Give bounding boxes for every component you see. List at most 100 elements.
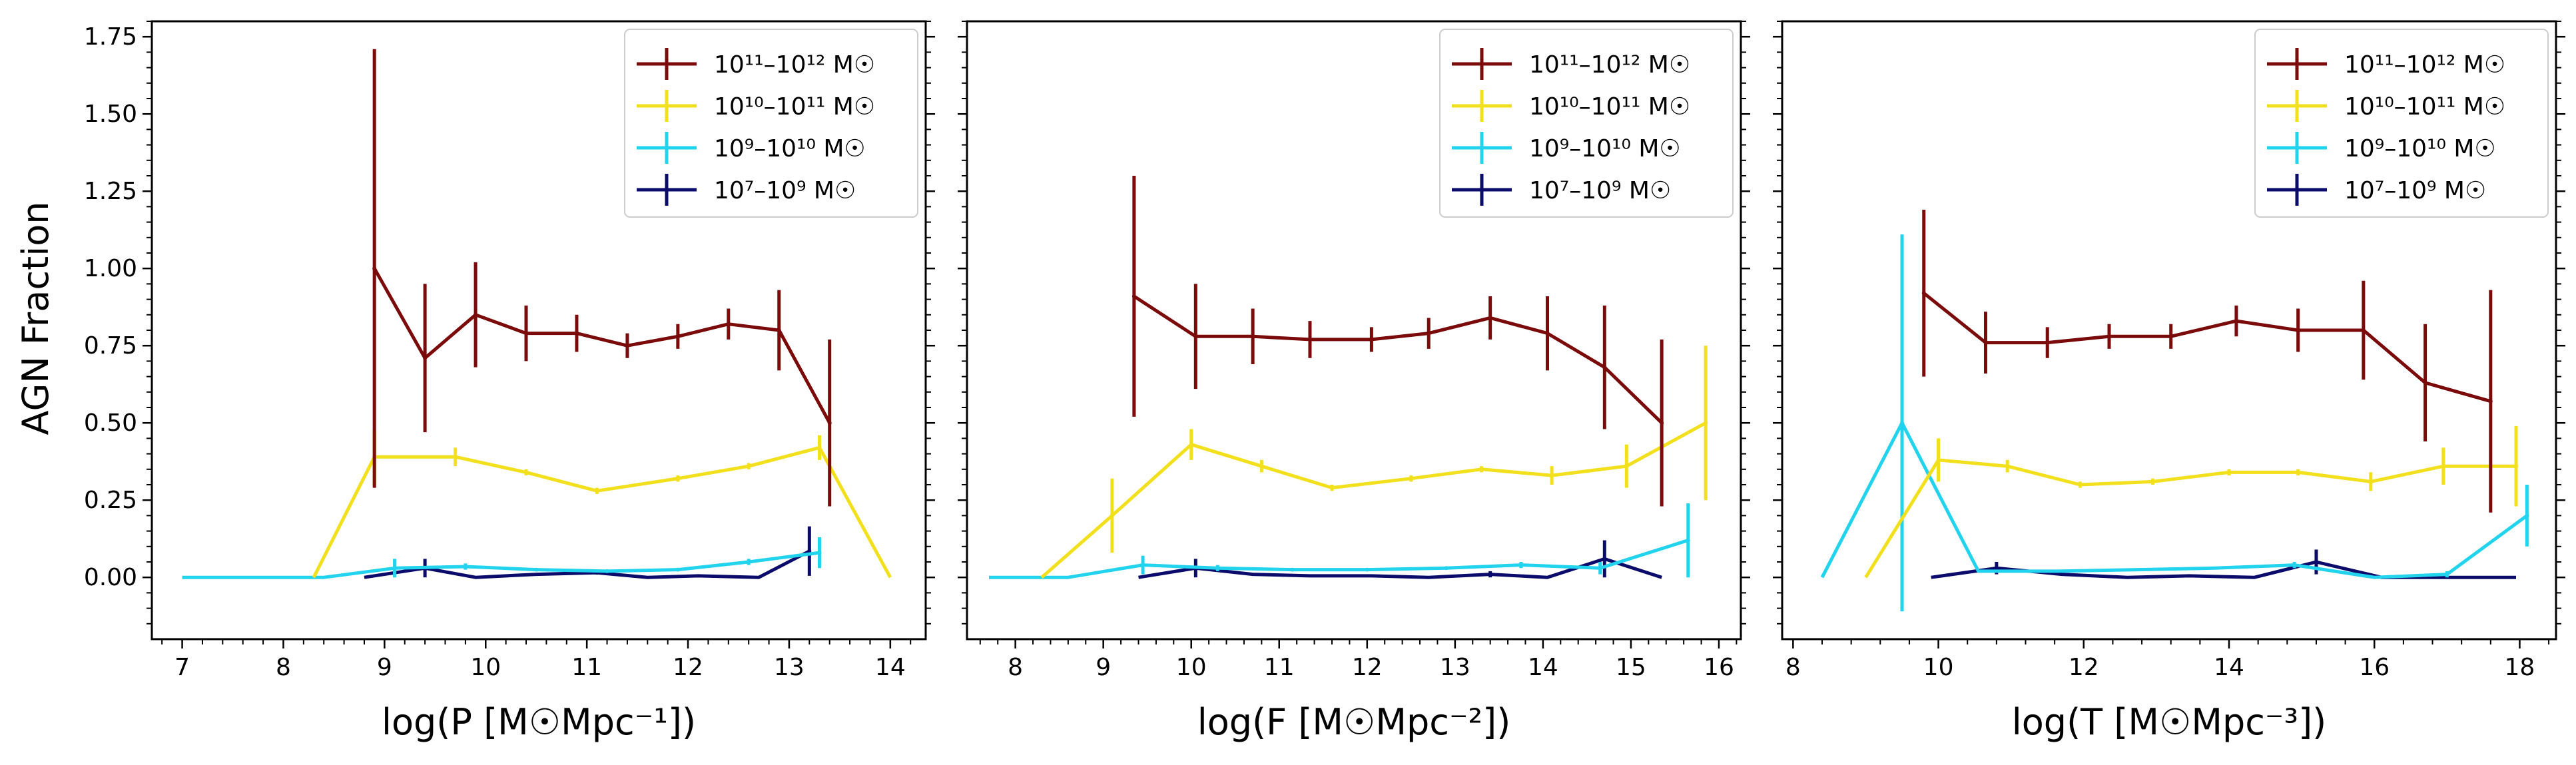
series-midlow [989,503,1690,579]
x-tick-label: 8 [276,654,291,681]
series-high [1921,210,2493,513]
data-point [1193,334,1198,339]
data-point [2423,380,2427,385]
data-point [1141,563,1145,567]
data-point [1369,337,1374,342]
x-tick-label: 12 [1352,654,1383,681]
x-tick-label: 14 [1528,654,1558,681]
data-point [777,328,781,332]
legend-box [2254,29,2549,218]
data-point [817,551,822,555]
data-point [1602,365,1607,370]
legend: 10¹¹–10¹² M☉ 10¹⁰–10¹¹ M☉ 10⁹–10¹⁰ M☉ 10⁷–1… [1439,29,1734,218]
legend-box [1439,29,1734,218]
data-point [1545,331,1550,336]
x-tick-label: 10 [470,654,501,681]
x-tick-label: 12 [2069,654,2099,681]
series-line [373,267,831,424]
x-tick-label: 11 [571,654,602,681]
y-tick-label: 0.00 [84,564,137,591]
data-point [1488,572,1492,577]
data-point [474,312,478,317]
y-tick-label: 0.75 [84,332,137,360]
data-point [1660,421,1664,425]
data-point [1189,442,1193,447]
series-high [1131,176,1664,507]
series-midlow [182,537,822,579]
y-tick-label: 0.50 [84,409,137,437]
series-high [372,49,832,507]
series-midhigh [1864,425,2518,579]
plot-frame [966,20,1742,640]
data-point [372,266,377,271]
legend-label: 10⁹–10¹⁰ M☉ [1529,135,1681,162]
data-point [1602,557,1607,561]
x-tick-label: 16 [1704,654,1734,681]
data-point [453,455,458,459]
plot-frame [151,20,927,640]
data-point [1518,563,1523,567]
x-tick-label: 9 [377,654,392,681]
data-point [534,567,539,572]
data-point [675,334,680,339]
legend: 10¹¹–10¹² M☉ 10¹⁰–10¹¹ M☉ 10⁹–10¹⁰ M☉ 10⁷–1… [2254,29,2549,218]
data-point [726,322,731,326]
data-point [1131,294,1136,298]
data-point [2525,513,2529,518]
data-point [423,356,428,360]
data-point [1409,476,1413,481]
data-point [1598,566,1602,571]
data-point [2361,328,2366,332]
data-point [1704,421,1708,425]
data-point [2441,464,2445,469]
data-point [1900,421,1905,425]
data-point [595,489,599,493]
series-line [989,539,1689,579]
chart-panel-1: 0.00 0.25 0.50 0.75 1.00 1.25 1.50 1.75 7 8 9 10 11 1… [84,20,935,743]
data-point [605,569,609,573]
data-point [1365,567,1369,572]
series-line [1820,421,2528,579]
data-point [2296,470,2300,475]
data-point [2513,464,2518,469]
legend: 10¹¹–10¹² M☉ 10¹⁰–10¹¹ M☉ 10⁹–10¹⁰ M☉ 10⁷–1… [624,29,918,218]
data-point [1686,538,1690,543]
legend-label: 10¹¹–10¹² M☉ [714,51,875,79]
x-tick-label: 10 [1176,654,1207,681]
series-line [312,445,892,579]
x-tick-label: 14 [2214,654,2244,681]
data-point [1329,485,1334,490]
data-point [2106,334,2111,339]
data-point [463,564,468,569]
legend-box [624,29,918,218]
data-point [2488,399,2493,403]
data-point [625,344,629,348]
chart-panel-2: 8 9 10 11 12 13 14 15 16 log(F [M☉Mpc⁻²]) 10¹¹–10¹… [958,20,1750,743]
legend-label: 10¹⁰–10¹¹ M☉ [1529,93,1690,121]
series-line [1040,421,1707,579]
data-point [2168,334,2173,339]
data-point [747,560,751,564]
x-tick-label: 13 [1440,654,1470,681]
x-axis-label: log(P [M☉Mpc⁻¹]) [382,701,696,743]
series-low [1138,540,1662,579]
data-point [1259,464,1264,469]
series-low [1931,549,2516,579]
data-point [807,549,812,553]
legend-label: 10⁷–10⁹ M☉ [2344,177,2486,204]
data-point [1983,340,1988,345]
data-point [1251,334,1255,339]
y-tick-label: 1.50 [84,101,137,128]
x-tick-label: 11 [1264,654,1295,681]
legend-label: 10¹¹–10¹² M☉ [2344,51,2505,79]
x-tick-label: 8 [1785,654,1801,681]
x-tick-label: 7 [174,654,190,681]
data-point [747,464,751,469]
data-point [2045,340,2050,345]
x-axis-label: log(T [M☉Mpc⁻³]) [2012,701,2326,743]
data-point [2445,572,2449,577]
y-tick-label: 1.75 [84,23,137,51]
data-point [524,331,529,336]
data-point [1624,464,1629,469]
